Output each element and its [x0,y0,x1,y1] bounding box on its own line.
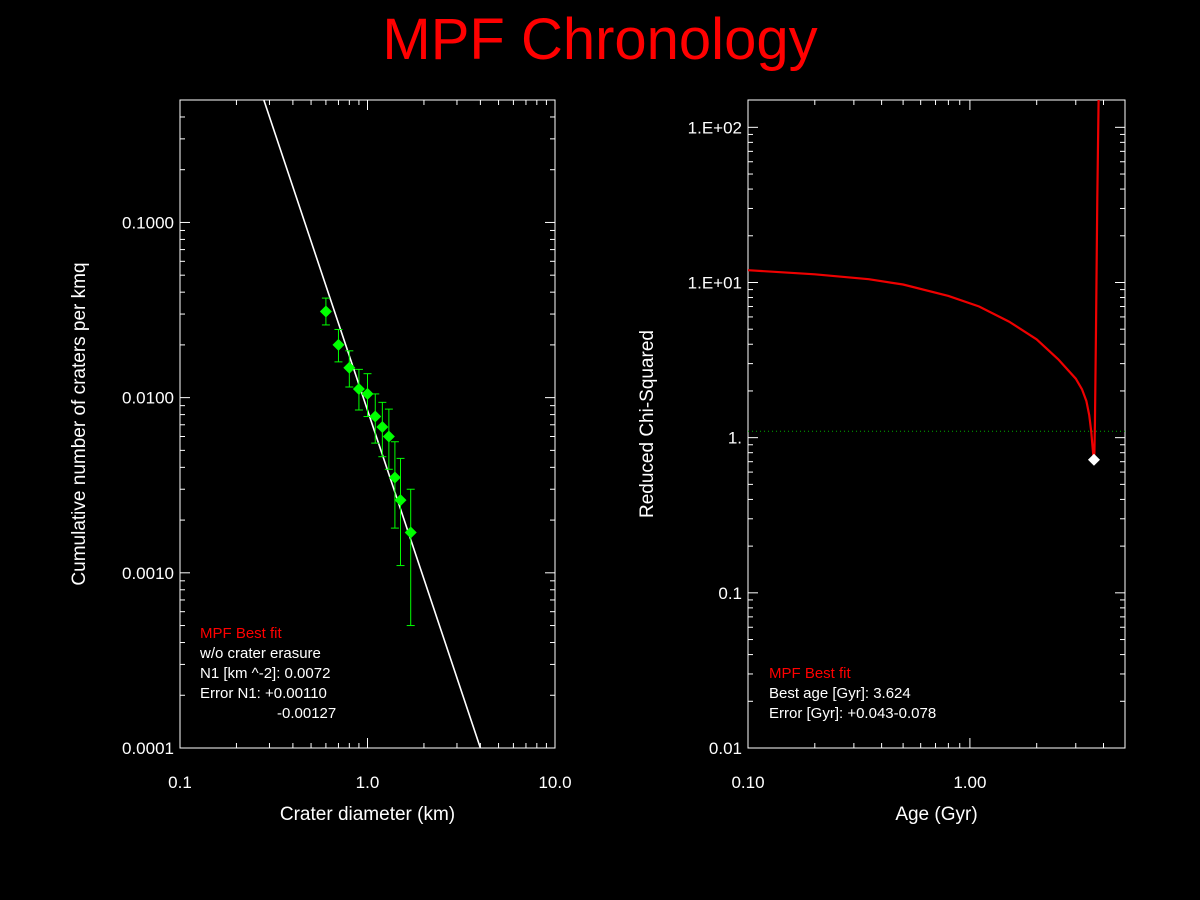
x-tick-label: 1.0 [356,773,380,792]
best-age-point [1087,453,1100,466]
fit-line [263,100,482,748]
data-point [404,526,417,539]
plot-area-right [748,100,1125,466]
x-tick-label: 1.00 [953,773,986,792]
x-tick-label: 0.10 [731,773,764,792]
y-tick-label: 0.1000 [122,213,174,232]
annotation-text: Best age [Gyr]: 3.624 [769,685,911,702]
annotation-text: Error [Gyr]: +0.043-0.078 [769,705,936,722]
data-point [369,410,382,423]
y-tick-label: 1.E+02 [688,118,742,137]
annotation-heading: MPF Best fit [200,625,283,642]
data-point [376,420,389,433]
annotation-text: Error N1: +0.00110 [200,685,327,702]
x-axis-label: Age (Gyr) [895,804,977,825]
annotation-heading: MPF Best fit [769,665,852,682]
y-tick-label: 1.E+01 [688,273,742,292]
chart-title: MPF Chronology [382,7,818,72]
plot-frame-right [747,99,1126,749]
data-point [332,338,345,351]
data-point [388,471,401,484]
annotation-text: N1 [km ^-2]: 0.0072 [200,665,330,682]
annotation-text: -0.00127 [277,705,336,722]
data-point [343,361,356,374]
data-point [319,305,332,318]
y-tick-label: 0.0100 [122,389,174,408]
y-tick-label: 0.1 [718,584,742,603]
data-point [382,430,395,443]
y-tick-label: 1. [728,429,742,448]
chi-squared-curve [748,100,1100,460]
x-tick-label: 10.0 [538,773,571,792]
plot-area-left [263,100,482,748]
x-axis-label: Crater diameter (km) [280,804,455,825]
data-point [394,494,407,507]
y-axis-label: Cumulative number of craters per kmq [69,262,90,585]
data-point [361,387,374,400]
data-point [352,383,365,396]
y-tick-label: 0.01 [709,739,742,758]
x-tick-label: 0.1 [168,773,192,792]
y-tick-label: 0.0001 [122,739,174,758]
annotation-text: w/o crater erasure [199,645,321,662]
y-tick-label: 0.0010 [122,564,174,583]
y-axis-label: Reduced Chi-Squared [637,330,658,518]
